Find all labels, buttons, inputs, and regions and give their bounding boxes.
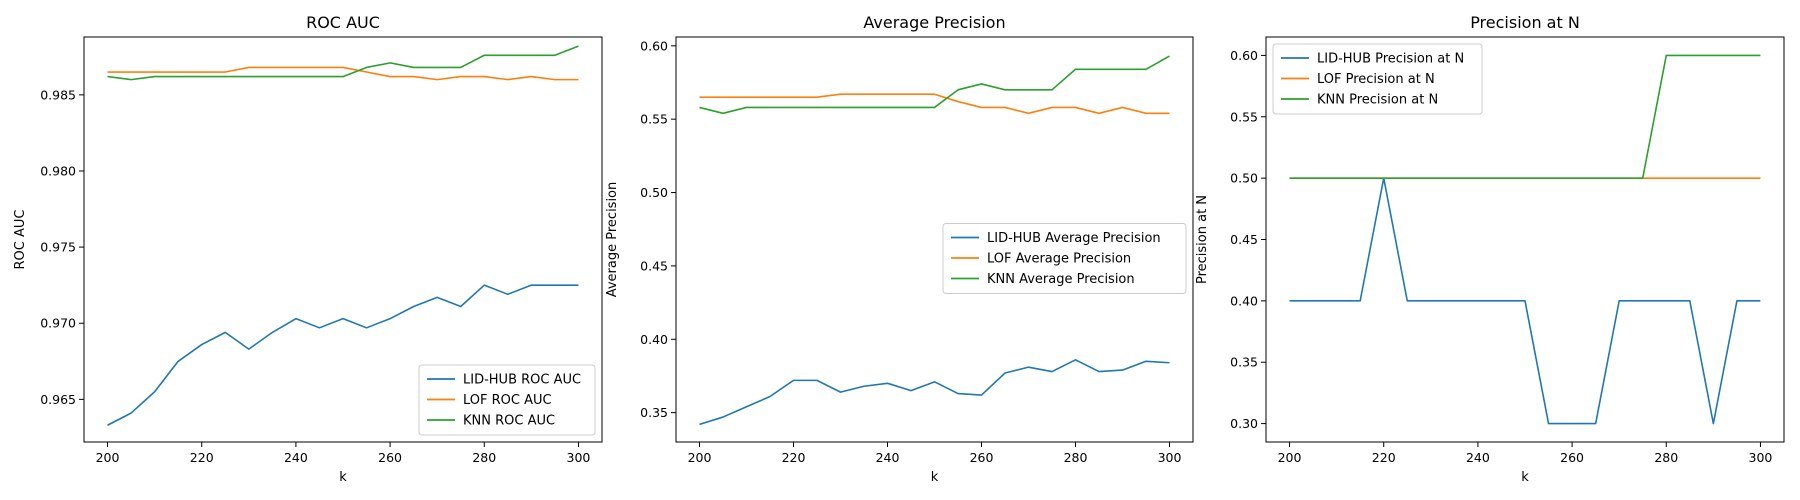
y-tick-label: 0.970: [40, 316, 76, 331]
y-tick-label: 0.60: [640, 38, 668, 53]
plot-frame: [675, 36, 1194, 443]
x-tick-label: 240: [284, 450, 308, 465]
x-tick-label: 240: [1466, 450, 1490, 465]
chart-title: Precision at N: [1470, 13, 1580, 32]
legend-label: LOF Average Precision: [987, 252, 1131, 267]
legend-label: LID-HUB ROC AUC: [463, 373, 581, 388]
series-line-3: [699, 55, 1170, 115]
plot-frame: [1265, 36, 1785, 443]
series-line-2: [107, 66, 579, 81]
legend-label: LID-HUB Average Precision: [987, 231, 1161, 246]
y-tick-label: 0.40: [640, 332, 668, 347]
legend-label: LOF ROC AUC: [463, 393, 552, 408]
legend-box: [942, 223, 1187, 294]
x-tick-label: 220: [190, 450, 214, 465]
x-tick-label: 300: [1749, 450, 1773, 465]
x-tick-label: 220: [1372, 450, 1396, 465]
series-line-2: [699, 93, 1170, 115]
x-tick-label: 260: [378, 450, 402, 465]
legend-label: KNN Precision at N: [1317, 93, 1438, 108]
legend-box: [418, 364, 596, 436]
x-tick-label: 260: [1560, 450, 1584, 465]
legend-label: LOF Precision at N: [1317, 72, 1435, 87]
x-tick-label: 280: [472, 450, 496, 465]
x-tick-label: 280: [1064, 450, 1088, 465]
y-tick-label: 0.60: [1230, 48, 1258, 63]
plot-frame: [83, 36, 603, 443]
x-axis-label: k: [339, 470, 347, 485]
chart-roc-auc: ROC AUC k ROC AUC 200 220 240 260 280 300 0.96…: [13, 13, 603, 485]
series-line-1: [699, 359, 1170, 426]
y-tick-label: 0.50: [640, 185, 668, 200]
x-axis-label: k: [1521, 470, 1529, 485]
y-axis-label: Average Precision: [605, 182, 620, 298]
legend: LID-HUB Average Precision LOF Average Pre…: [942, 223, 1187, 294]
chart-title: ROC AUC: [306, 13, 380, 32]
series-line-1: [107, 284, 579, 426]
x-tick-label: 300: [567, 450, 591, 465]
y-tick-label: 0.30: [1230, 416, 1258, 431]
y-tick-label: 0.975: [40, 240, 76, 255]
x-axis-label: k: [931, 470, 939, 485]
y-tick-label: 0.985: [40, 87, 76, 102]
y-tick-label: 0.35: [640, 405, 668, 420]
legend-box: [1272, 43, 1483, 115]
y-tick-label: 0.55: [1230, 109, 1258, 124]
series-line-3: [107, 45, 579, 81]
chart-title: Average Precision: [863, 13, 1005, 32]
y-tick-label: 0.55: [640, 112, 668, 127]
chart-precision-at-n: Precision at N k Precision at N 200 220 24…: [1195, 13, 1785, 485]
y-tick-label: 0.965: [40, 392, 76, 407]
y-tick-label: 0.980: [40, 163, 76, 178]
y-tick-label: 0.45: [1230, 232, 1258, 247]
x-tick-label: 220: [782, 450, 806, 465]
x-tick-label: 200: [1278, 450, 1302, 465]
y-tick-label: 0.50: [1230, 171, 1258, 186]
legend-label: KNN ROC AUC: [463, 414, 555, 429]
x-tick-label: 300: [1158, 450, 1182, 465]
legend-label: LID-HUB Precision at N: [1317, 52, 1464, 67]
chart-average-precision: Average Precision k Average Precision 20…: [605, 13, 1194, 485]
x-tick-label: 280: [1654, 450, 1678, 465]
x-tick-label: 200: [96, 450, 120, 465]
legend: LID-HUB ROC AUC LOF ROC AUC KNN ROC AUC: [418, 364, 596, 436]
x-tick-label: 200: [688, 450, 712, 465]
y-axis-label: Precision at N: [1195, 195, 1210, 284]
legend-label: KNN Average Precision: [987, 272, 1135, 287]
x-tick-label: 260: [970, 450, 994, 465]
y-tick-label: 0.35: [1230, 355, 1258, 370]
legend: LID-HUB Precision at N LOF Precision at N…: [1272, 43, 1483, 115]
y-axis-label: ROC AUC: [13, 210, 28, 270]
y-tick-label: 0.40: [1230, 293, 1258, 308]
series-line-1: [1289, 177, 1761, 425]
x-tick-label: 240: [876, 450, 900, 465]
series-line-3: [1289, 54, 1761, 179]
y-tick-label: 0.45: [640, 258, 668, 273]
